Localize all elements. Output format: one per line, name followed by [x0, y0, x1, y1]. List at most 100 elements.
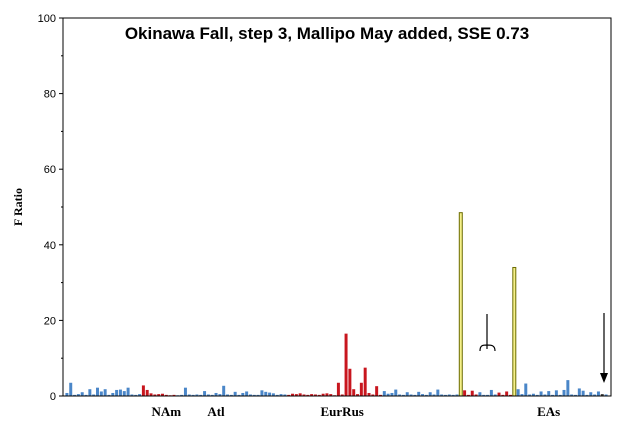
bar	[543, 394, 547, 396]
bar	[199, 394, 203, 396]
bar	[344, 333, 348, 396]
y-tick-label: 20	[44, 315, 56, 327]
bar	[149, 393, 153, 396]
bar	[528, 394, 532, 396]
bar	[65, 392, 69, 396]
bar	[348, 368, 352, 396]
bar	[122, 391, 126, 396]
bar	[405, 392, 409, 396]
bar	[180, 394, 184, 396]
bar	[535, 394, 539, 396]
bar	[287, 394, 291, 396]
bar	[547, 391, 551, 396]
bar	[562, 389, 566, 396]
bar	[141, 385, 145, 396]
y-tick-label: 80	[44, 89, 56, 101]
bar	[432, 394, 436, 396]
y-tick-label: 60	[44, 164, 56, 176]
bar	[103, 389, 107, 396]
bar	[489, 389, 493, 396]
bar	[298, 393, 302, 396]
bar	[107, 394, 111, 396]
bar	[130, 394, 134, 396]
bar	[302, 394, 306, 396]
bar	[241, 392, 245, 396]
bar	[478, 392, 482, 396]
bar	[359, 382, 363, 396]
bar	[218, 394, 222, 396]
bar	[99, 391, 103, 396]
bar	[157, 394, 161, 396]
bar	[271, 393, 275, 396]
bar	[76, 394, 80, 396]
cpac-bracket	[479, 314, 496, 352]
bar	[313, 394, 317, 396]
bar	[382, 391, 386, 396]
bar	[252, 394, 256, 396]
bar	[440, 394, 444, 396]
bar	[378, 394, 382, 396]
bar	[394, 389, 398, 396]
bar	[226, 394, 230, 396]
bar	[73, 394, 77, 396]
bar	[356, 394, 360, 396]
bar	[436, 389, 440, 396]
bar	[340, 394, 344, 396]
bar	[470, 390, 474, 396]
bar	[69, 382, 73, 396]
bar	[336, 382, 340, 396]
bar	[424, 394, 428, 396]
bar	[214, 392, 218, 396]
bar	[531, 393, 535, 396]
bar	[474, 394, 478, 396]
bar	[203, 391, 207, 396]
group-label: Atl	[207, 404, 225, 419]
bar	[585, 394, 589, 396]
bar	[516, 389, 520, 396]
bar	[317, 394, 321, 396]
bar	[145, 389, 149, 396]
bar	[551, 394, 555, 396]
bar	[187, 394, 191, 396]
bar	[466, 394, 470, 396]
y-axis-ticks: 0 20 40 60 80 100	[38, 13, 63, 403]
bar	[321, 393, 325, 396]
fec-arrow-head	[600, 373, 608, 383]
y-axis-label: F Ratio	[11, 188, 25, 226]
bar	[593, 394, 597, 396]
bar	[233, 391, 237, 396]
bar	[268, 392, 272, 396]
bar	[367, 392, 371, 396]
bar	[310, 394, 314, 396]
bar	[596, 391, 600, 396]
bar	[458, 212, 463, 397]
bar	[428, 392, 432, 396]
bar	[539, 391, 543, 396]
bar	[455, 394, 459, 396]
group-labels: NAmAtlEurRusEAsJKWPacArcType	[151, 404, 560, 419]
bar	[493, 394, 497, 396]
bar	[482, 394, 486, 396]
bar	[248, 394, 252, 396]
bar	[191, 394, 195, 396]
bar	[558, 394, 562, 396]
bar	[222, 385, 226, 396]
bar	[581, 390, 585, 396]
bar	[206, 394, 210, 396]
bar	[451, 394, 455, 396]
bar	[497, 392, 501, 396]
bar	[443, 394, 447, 396]
bar	[294, 394, 298, 396]
bar	[386, 393, 390, 396]
bar	[283, 394, 287, 396]
bar	[88, 389, 92, 396]
bar	[115, 389, 119, 396]
bar	[153, 394, 157, 396]
bar	[401, 394, 405, 396]
bar	[111, 392, 115, 396]
bar	[80, 392, 84, 396]
bar	[256, 394, 260, 396]
bar	[279, 394, 283, 396]
